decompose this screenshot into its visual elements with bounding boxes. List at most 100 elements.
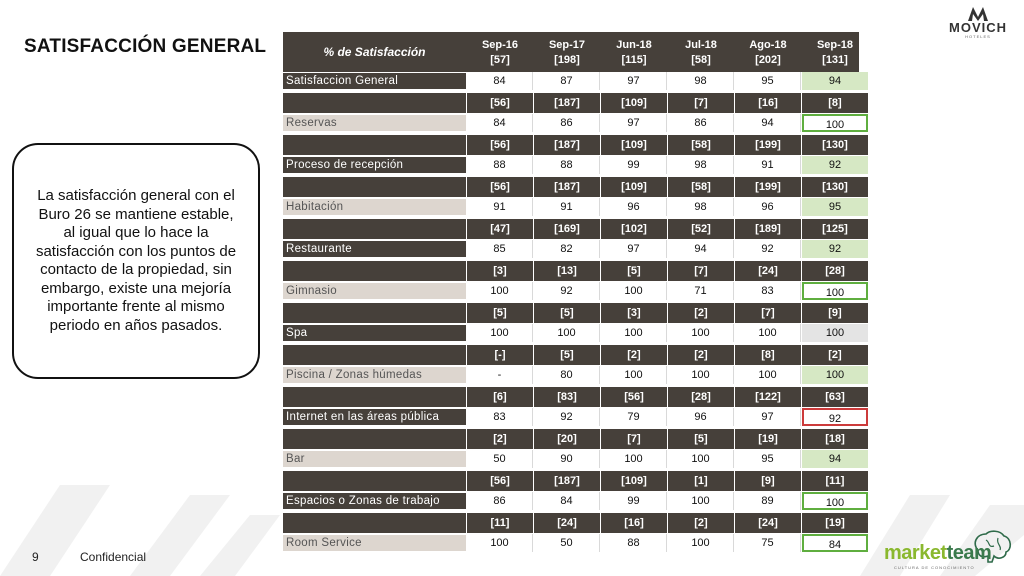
category-label: Gimnasio (283, 283, 466, 299)
row-band (283, 471, 466, 491)
sample-size-cell: [187] (534, 177, 600, 197)
column-period: Jul-18 (685, 39, 717, 51)
value-cell: 97 (735, 408, 801, 426)
value-cell: 100 (668, 450, 734, 468)
value-cell: 100 (668, 492, 734, 510)
sample-size-cell: [5] (601, 261, 667, 281)
value-cell: 92 (802, 408, 868, 426)
sample-size-cell: [83] (534, 387, 600, 407)
value-cell: 100 (668, 366, 734, 384)
value-cell: 50 (534, 534, 600, 552)
value-cell: 100 (601, 366, 667, 384)
value-cell: 97 (601, 240, 667, 258)
sample-size-cell: [125] (802, 219, 868, 239)
sample-size-cell: [5] (668, 429, 734, 449)
sample-size-cell: [3] (601, 303, 667, 323)
column-header-5: Sep-18 [131] (802, 38, 868, 68)
sample-size-cell: [2] (668, 303, 734, 323)
value-cell: 79 (601, 408, 667, 426)
value-cell: 100 (467, 324, 533, 342)
footer-label: Confidencial (80, 550, 147, 564)
value-cell: 100 (802, 282, 868, 300)
row-band (283, 261, 466, 281)
category-label: Bar (283, 451, 466, 467)
summary-text: La satisfacción general con el Buro 26 s… (35, 187, 237, 334)
value-cell: - (467, 366, 533, 384)
sample-size-cell: [16] (735, 93, 801, 113)
category-label: Spa (283, 325, 466, 341)
value-cell: 98 (668, 198, 734, 216)
movich-brand: MOVICH (949, 20, 1007, 35)
category-label: Room Service (283, 535, 466, 551)
marketteam-wordmark: marketteam (884, 542, 992, 565)
sample-size-cell: [11] (467, 513, 533, 533)
value-cell: 100 (802, 114, 868, 132)
value-cell: 92 (534, 408, 600, 426)
sample-size-cell: [7] (668, 93, 734, 113)
sample-size-cell: [56] (467, 471, 533, 491)
marketteam-part2: team (946, 542, 992, 564)
sample-size-cell: [189] (735, 219, 801, 239)
sample-size-cell: [6] (467, 387, 533, 407)
value-cell: 92 (735, 240, 801, 258)
table-header: % de Satisfacción Sep-16 [57] Sep-17 [198] J… (283, 32, 859, 72)
sample-size-cell: [8] (735, 345, 801, 365)
sample-size-cell: [5] (534, 303, 600, 323)
column-sample-size: [131] (822, 54, 848, 66)
sample-size-cell: [20] (534, 429, 600, 449)
value-cell: 83 (467, 408, 533, 426)
column-period: Sep-16 (481, 39, 519, 51)
value-cell: 84 (467, 72, 533, 90)
value-cell: 86 (467, 492, 533, 510)
column-sample-size: [115] (621, 54, 647, 66)
value-cell: 91 (735, 156, 801, 174)
sample-size-cell: [24] (735, 513, 801, 533)
sample-size-cell: [109] (601, 135, 667, 155)
value-cell: 95 (735, 450, 801, 468)
value-cell: 91 (467, 198, 533, 216)
value-cell: 99 (601, 156, 667, 174)
column-header-1: Sep-17 [198] (534, 38, 600, 68)
sample-size-cell: [8] (802, 93, 868, 113)
value-cell: 84 (802, 534, 868, 552)
column-header-0: Sep-16 [57] (467, 38, 533, 68)
sample-size-cell: [52] (668, 219, 734, 239)
value-cell: 88 (467, 156, 533, 174)
row-band (283, 303, 466, 323)
value-cell: 83 (735, 282, 801, 300)
value-cell: 94 (735, 114, 801, 132)
value-cell: 88 (534, 156, 600, 174)
column-sample-size: [202] (755, 54, 781, 66)
value-cell: 100 (467, 534, 533, 552)
sample-size-cell: [130] (802, 135, 868, 155)
sample-size-cell: [1] (668, 471, 734, 491)
sample-size-cell: [16] (601, 513, 667, 533)
sample-size-cell: [19] (735, 429, 801, 449)
value-cell: 75 (735, 534, 801, 552)
value-cell: 88 (601, 534, 667, 552)
sample-size-cell: [5] (467, 303, 533, 323)
sample-size-cell: [7] (668, 261, 734, 281)
value-cell: 98 (668, 156, 734, 174)
sample-size-cell: [2] (668, 513, 734, 533)
row-band (283, 219, 466, 239)
sample-size-cell: [56] (467, 135, 533, 155)
row-band (283, 513, 466, 533)
value-cell: 92 (802, 240, 868, 258)
sample-size-cell: [102] (601, 219, 667, 239)
category-label: Habitación (283, 199, 466, 215)
sample-size-cell: [109] (601, 177, 667, 197)
value-cell: 84 (534, 492, 600, 510)
column-header-3: Jul-18 [58] (668, 38, 734, 68)
column-period: Sep-17 (548, 39, 586, 51)
sample-size-cell: [19] (802, 513, 868, 533)
marketteam-part1: market (884, 542, 947, 564)
sample-size-cell: [28] (668, 387, 734, 407)
sample-size-cell: [13] (534, 261, 600, 281)
sample-size-cell: [7] (735, 303, 801, 323)
value-cell: 85 (467, 240, 533, 258)
header-label: % de Satisfacción (323, 45, 426, 59)
value-cell: 87 (534, 72, 600, 90)
slide-title: SATISFACCIÓN GENERAL (24, 36, 267, 57)
value-cell: 100 (601, 450, 667, 468)
